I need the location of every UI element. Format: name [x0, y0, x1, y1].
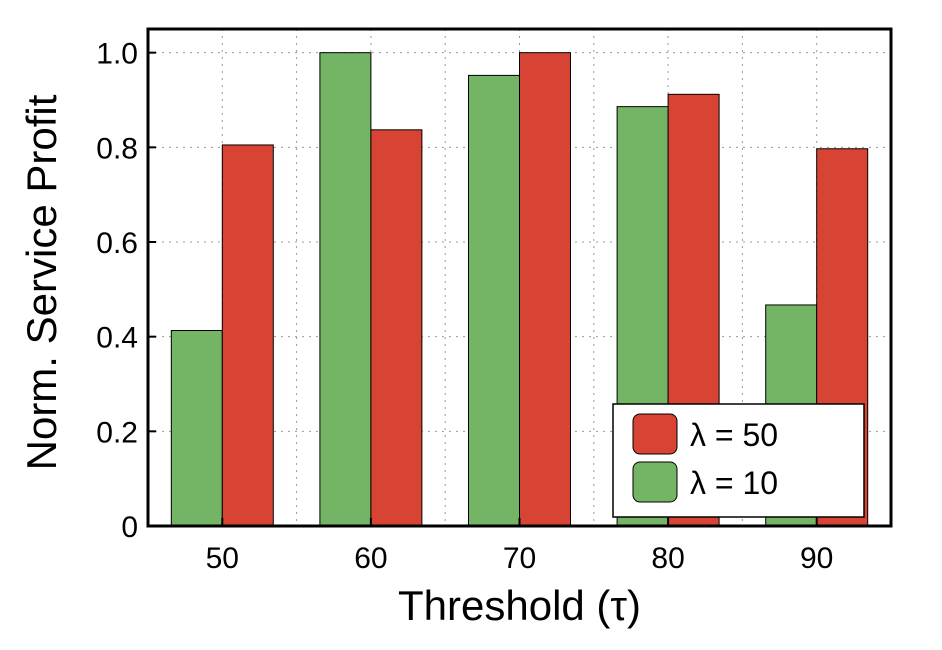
x-tick-label: 50: [206, 542, 239, 575]
tick-labels: 0 0.2 0.4 0.6 0.8 1.0 50 60 70 80 90: [96, 38, 833, 575]
x-tick-label: 70: [503, 542, 536, 575]
bar-lambda-10-70: [468, 74, 520, 527]
y-tick-label: 1.0: [96, 38, 138, 71]
tick-marks: [148, 51, 818, 527]
y-tick-label: 0.8: [96, 132, 138, 165]
legend-swatch-lambda-50: [632, 413, 678, 455]
y-tick-label: 0: [121, 511, 138, 544]
bar-lambda-10-60: [319, 52, 372, 527]
x-tick-label: 90: [800, 542, 833, 575]
y-axis-title: Norm. Service Profit: [18, 94, 65, 470]
legend-swatch-lambda-10: [632, 461, 678, 503]
y-tick-label: 0.6: [96, 227, 138, 260]
bar-lambda-10-50: [170, 330, 223, 527]
bar-lambda-50-70: [519, 52, 571, 527]
x-tick-label: 60: [354, 542, 387, 575]
legend-label-lambda-10: λ = 10: [690, 465, 778, 501]
bar-lambda-50-50: [221, 144, 274, 527]
bar-lambda-50-60: [370, 129, 423, 527]
x-tick-label: 80: [651, 542, 684, 575]
x-axis-title: Threshold (τ): [398, 582, 641, 629]
legend: λ = 50 λ = 10: [612, 403, 865, 518]
y-tick-label: 0.4: [96, 322, 138, 355]
legend-label-lambda-50: λ = 50: [690, 417, 778, 453]
y-tick-label: 0.2: [96, 416, 138, 449]
